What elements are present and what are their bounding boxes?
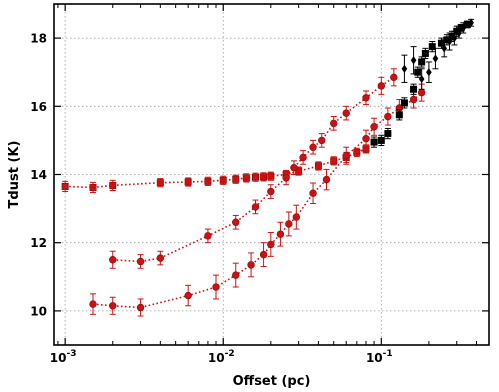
data-point-circle — [330, 119, 338, 128]
data-point-circle — [417, 88, 426, 97]
data-point-circle — [322, 175, 331, 184]
data-point-square — [400, 99, 408, 107]
data-point-diamond — [441, 44, 448, 53]
data-point-square — [156, 179, 164, 187]
data-point-square — [418, 58, 426, 66]
data-point-circle — [212, 283, 220, 291]
data-point-circle — [377, 82, 386, 90]
data-point-square — [89, 183, 97, 191]
data-point-square — [267, 172, 275, 180]
data-point-square — [421, 49, 429, 57]
data-point-diamond — [446, 37, 453, 46]
data-point-diamond — [468, 18, 474, 27]
data-point-circle — [342, 109, 350, 117]
data-point-circle — [89, 300, 97, 308]
data-point-diamond — [401, 64, 408, 73]
data-point-circle — [309, 143, 317, 151]
y-tick-label: 18 — [30, 32, 47, 46]
data-point-circle — [299, 153, 307, 162]
data-point-circle — [247, 261, 255, 269]
data-point-square — [260, 173, 268, 181]
data-point-circle — [251, 203, 260, 211]
data-point-circle — [409, 95, 418, 104]
data-point-circle — [370, 123, 378, 131]
data-point-circle — [362, 94, 370, 102]
data-point-circle — [156, 254, 165, 262]
data-point-circle — [267, 240, 275, 249]
data-point-circle — [259, 250, 268, 259]
data-point-circle — [290, 163, 298, 172]
data-point-circle — [318, 136, 326, 145]
series-2 — [89, 83, 426, 317]
data-point-square — [61, 182, 69, 190]
data-point-circle — [109, 256, 117, 264]
data-point-circle — [292, 213, 301, 221]
data-point-square — [428, 43, 436, 51]
axis-ticks: 10-3 10-2 10-1 10 12 14 16 18 — [30, 4, 489, 365]
data-point-square — [377, 136, 385, 144]
data-point-circle — [204, 232, 212, 240]
data-point-circle — [282, 174, 290, 182]
data-point-diamond — [426, 68, 432, 77]
data-point-square — [410, 85, 418, 93]
data-point-diamond — [456, 28, 462, 38]
data-point-square — [295, 167, 303, 175]
data-point-diamond — [418, 74, 425, 84]
data-point-square — [109, 181, 117, 189]
series-4 — [401, 18, 475, 90]
data-point-square — [330, 157, 338, 165]
data-point-diamond — [410, 56, 417, 65]
data-point-square — [184, 178, 192, 186]
data-point-square — [204, 177, 212, 185]
series-1 — [109, 68, 398, 269]
data-point-circle — [109, 302, 117, 310]
data-point-square — [252, 173, 260, 181]
series-line — [92, 92, 423, 309]
y-tick-label: 14 — [30, 168, 47, 182]
data-point-circle — [136, 303, 145, 312]
x-axis-label: Offset (pc) — [233, 374, 311, 389]
data-point-circle — [232, 271, 240, 279]
y-tick-label: 16 — [30, 100, 47, 114]
data-point-square — [370, 138, 378, 146]
data-point-square — [219, 176, 227, 184]
data-point-circle — [184, 291, 192, 300]
data-point-circle — [136, 257, 145, 266]
data-point-circle — [362, 134, 370, 143]
data-point-square — [232, 175, 240, 183]
data-point-circle — [390, 73, 398, 82]
y-axis-label: Tdust (K) — [7, 141, 22, 209]
data-point-square — [384, 130, 392, 138]
data-point-square — [314, 162, 322, 170]
x-tick-label: 10-3 — [50, 349, 77, 365]
data-point-circle — [285, 220, 293, 228]
x-tick-label: 10-1 — [366, 349, 393, 365]
data-point-circle — [309, 189, 317, 197]
data-point-square — [395, 111, 403, 119]
data-point-circle — [276, 230, 285, 238]
y-tick-label: 10 — [30, 304, 47, 318]
y-tick-label: 12 — [30, 236, 47, 250]
data-point-square — [353, 148, 361, 156]
data-point-diamond — [451, 33, 458, 43]
data-point-square — [242, 174, 250, 182]
data-series — [61, 18, 475, 317]
x-tick-label: 10-2 — [208, 349, 235, 365]
data-point-circle — [384, 112, 392, 121]
data-point-circle — [232, 218, 240, 226]
data-point-circle — [342, 152, 350, 160]
data-point-diamond — [460, 23, 467, 33]
data-point-square — [414, 68, 422, 76]
data-point-diamond — [432, 54, 439, 63]
data-point-circle — [267, 187, 275, 196]
